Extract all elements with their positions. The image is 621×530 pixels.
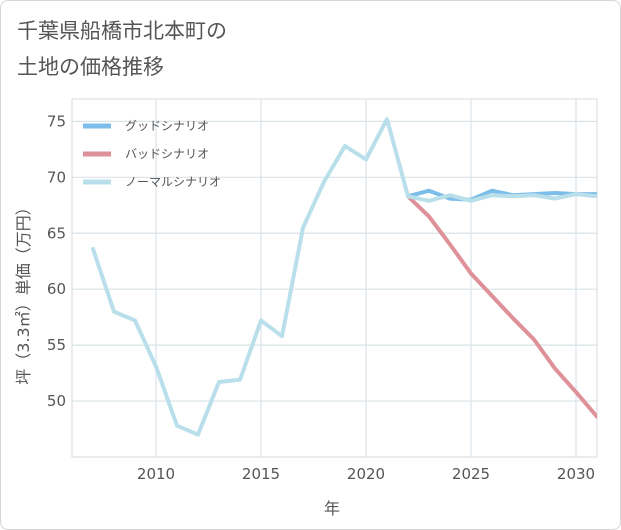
x-axis-label: 年 xyxy=(324,499,340,518)
series-line-2 xyxy=(406,194,597,419)
chart-title: 千葉県船橋市北本町の 土地の価格推移 xyxy=(17,13,227,85)
x-tick-label: 2020 xyxy=(347,465,385,483)
plot-area xyxy=(71,98,598,458)
y-tick-label: 60 xyxy=(47,280,66,298)
y-tick-label: 55 xyxy=(47,336,66,354)
y-tick-label: 50 xyxy=(47,392,66,410)
x-tick-label: 2030 xyxy=(557,465,595,483)
x-tick-label: 2015 xyxy=(242,465,280,483)
series-lines xyxy=(91,117,597,437)
x-tick-label: 2010 xyxy=(137,465,175,483)
y-tick-label: 65 xyxy=(47,224,66,242)
legend-label: バッドシナリオ xyxy=(125,147,209,161)
grid xyxy=(72,99,597,457)
chart-title-line-2: 土地の価格推移 xyxy=(17,55,164,79)
y-axis-ticks: 50 55 60 65 70 75 xyxy=(47,112,66,410)
x-tick-label: 2025 xyxy=(452,465,490,483)
y-tick-label: 75 xyxy=(47,112,66,130)
y-tick-label: 70 xyxy=(47,168,66,186)
series-line-1 xyxy=(406,188,597,202)
legend-label: ノーマルシナリオ xyxy=(125,175,221,189)
y-axis-label: 坪（3.3㎡）単価（万円） xyxy=(14,199,33,384)
chart-title-line-1: 千葉県船橋市北本町の xyxy=(17,19,227,43)
x-axis-ticks: 2010 2015 2020 2025 2030 xyxy=(137,465,595,483)
series-line-3 xyxy=(91,117,597,437)
legend-label: グッドシナリオ xyxy=(125,119,209,133)
